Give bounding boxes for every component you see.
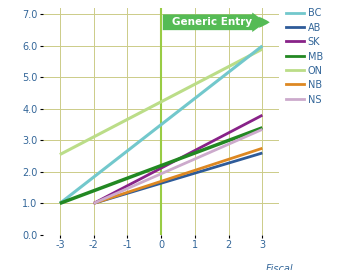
Text: Generic Entry: Generic Entry — [172, 17, 252, 27]
Legend: BC, AB, SK, MB, ON, NB, NS: BC, AB, SK, MB, ON, NB, NS — [286, 8, 323, 105]
Text: Fiscal
years: Fiscal years — [265, 264, 293, 270]
FancyArrow shape — [163, 12, 266, 32]
